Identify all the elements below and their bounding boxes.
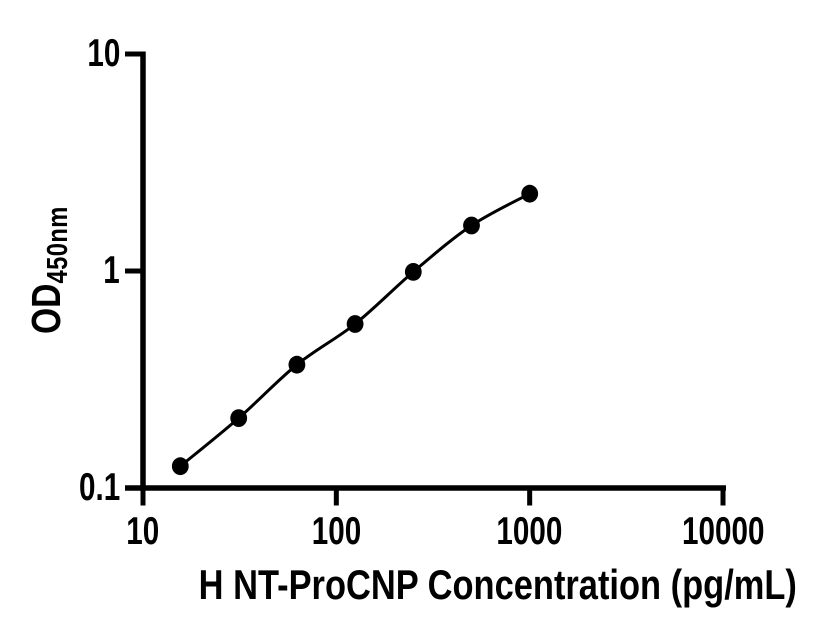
y-axis-title: OD450nm [16,120,76,420]
x-tick-label: 100 [311,510,362,553]
y-tick-label: 0.1 [78,466,120,509]
data-point-marker [463,216,480,235]
data-point-marker [230,409,248,427]
y-axis-title-subscript: 450nm [42,206,74,284]
x-tick-label: 10000 [681,510,765,553]
x-tick-label: 10 [126,510,160,553]
x-axis-title-text: H NT-ProCNP Concentration (pg/mL) [198,561,797,608]
x-axis-title: H NT-ProCNP Concentration (pg/mL) [133,560,797,610]
data-point-marker [346,315,364,333]
y-tick-label: 10 [87,32,120,75]
data-point-marker [171,457,189,476]
x-tick-label: 1000 [496,510,563,553]
y-axis-title-main: OD [23,283,69,334]
data-point-marker [404,263,422,281]
data-point-marker [521,184,539,203]
y-tick-label: 1 [103,249,120,292]
data-point-marker [288,355,306,374]
